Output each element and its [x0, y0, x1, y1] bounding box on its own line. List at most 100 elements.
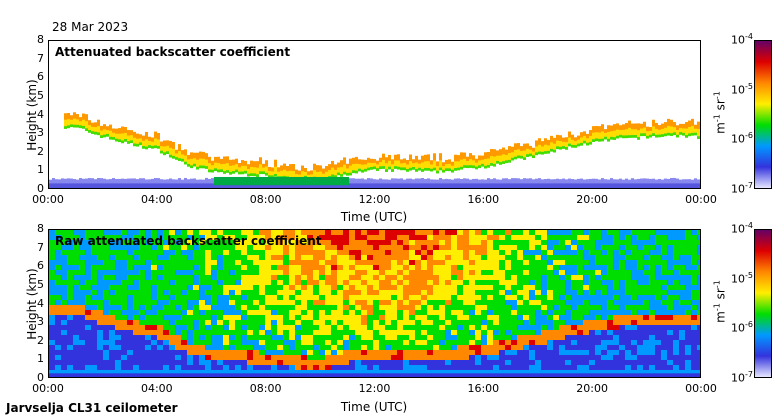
backscatter-cell [499, 305, 505, 310]
backscatter-cell [313, 355, 319, 360]
cloud-cell [376, 164, 379, 169]
backscatter-cell [223, 290, 229, 295]
backscatter-cell [139, 340, 145, 345]
backscatter-cell [235, 245, 241, 250]
backscatter-cell [235, 235, 241, 240]
backscatter-cell [229, 305, 235, 310]
backscatter-cell [457, 250, 463, 255]
backscatter-cell [427, 250, 433, 255]
backscatter-cell [547, 370, 553, 375]
backscatter-cell [253, 275, 259, 280]
backscatter-cell [445, 335, 451, 340]
backscatter-cell [289, 330, 295, 335]
backscatter-cell [643, 245, 649, 250]
bottom-panel-heatmap [49, 230, 700, 377]
backscatter-cell [589, 325, 595, 330]
ground-layer-cell [604, 183, 607, 188]
backscatter-cell [325, 295, 331, 300]
cloud-cell [349, 165, 352, 173]
cloud-cell [646, 131, 649, 136]
backscatter-cell [415, 285, 421, 290]
low-layer-cell [277, 176, 280, 186]
backscatter-cell [613, 370, 619, 375]
ground-layer-cell [451, 183, 454, 188]
backscatter-cell [391, 370, 397, 375]
backscatter-cell [49, 315, 55, 320]
backscatter-cell [409, 325, 415, 330]
backscatter-cell [451, 355, 457, 360]
backscatter-cell [397, 355, 403, 360]
backscatter-cell [91, 280, 97, 285]
backscatter-cell [499, 315, 505, 320]
ground-layer-cell [673, 183, 676, 188]
backscatter-cell [403, 275, 409, 280]
backscatter-cell [319, 320, 325, 325]
backscatter-cell [475, 280, 481, 285]
backscatter-cell [163, 335, 169, 340]
backscatter-cell [523, 250, 529, 255]
backscatter-cell [427, 360, 433, 365]
cloud-cell [490, 156, 493, 164]
backscatter-cell [493, 275, 499, 280]
backscatter-cell [517, 230, 523, 235]
backscatter-cell [373, 280, 379, 285]
backscatter-cell [469, 310, 475, 315]
backscatter-cell [505, 245, 511, 250]
cloud-cell [241, 171, 244, 175]
cloud-cell [337, 167, 340, 173]
backscatter-cell [379, 290, 385, 295]
backscatter-cell [373, 245, 379, 250]
backscatter-cell [451, 340, 457, 345]
backscatter-cell [277, 345, 283, 350]
backscatter-cell [529, 235, 535, 240]
cloud-cell [448, 168, 451, 172]
backscatter-cell [313, 240, 319, 245]
backscatter-cell [337, 355, 343, 360]
ground-layer-cell [529, 178, 532, 188]
backscatter-cell [247, 250, 253, 255]
backscatter-cell [499, 370, 505, 375]
backscatter-cell [139, 355, 145, 360]
backscatter-cell [607, 270, 613, 275]
backscatter-cell [505, 275, 511, 280]
backscatter-cell [145, 265, 151, 270]
backscatter-cell [619, 365, 625, 370]
backscatter-cell [583, 250, 589, 255]
backscatter-cell [217, 295, 223, 300]
cloud-cell [343, 171, 346, 175]
backscatter-cell [565, 305, 571, 310]
backscatter-cell [109, 255, 115, 260]
backscatter-cell [109, 290, 115, 295]
backscatter-cell [433, 355, 439, 360]
backscatter-cell [49, 245, 55, 250]
backscatter-cell [379, 285, 385, 290]
backscatter-cell [253, 235, 259, 240]
backscatter-cell [241, 345, 247, 350]
backscatter-cell [619, 230, 625, 235]
backscatter-cell [667, 330, 673, 335]
backscatter-cell [439, 255, 445, 260]
backscatter-cell [529, 360, 535, 365]
backscatter-cell [565, 370, 571, 375]
backscatter-cell [319, 270, 325, 275]
backscatter-cell [91, 260, 97, 265]
cloud-cell [439, 160, 442, 168]
cloud-cell [175, 149, 178, 158]
backscatter-cell [379, 280, 385, 285]
backscatter-cell [283, 325, 289, 330]
backscatter-cell [139, 300, 145, 305]
backscatter-cell [637, 275, 643, 280]
backscatter-cell [559, 320, 565, 325]
backscatter-cell [67, 235, 73, 240]
backscatter-cell [445, 285, 451, 290]
cloud-cell [274, 166, 277, 174]
backscatter-cell [571, 290, 577, 295]
cloud-cell [133, 143, 136, 147]
backscatter-cell [685, 235, 691, 240]
backscatter-cell [73, 290, 79, 295]
ground-layer-cell [94, 183, 97, 188]
backscatter-cell [181, 255, 187, 260]
backscatter-cell [511, 305, 517, 310]
cloud-cell [625, 135, 628, 139]
cloud-cell [217, 169, 220, 173]
